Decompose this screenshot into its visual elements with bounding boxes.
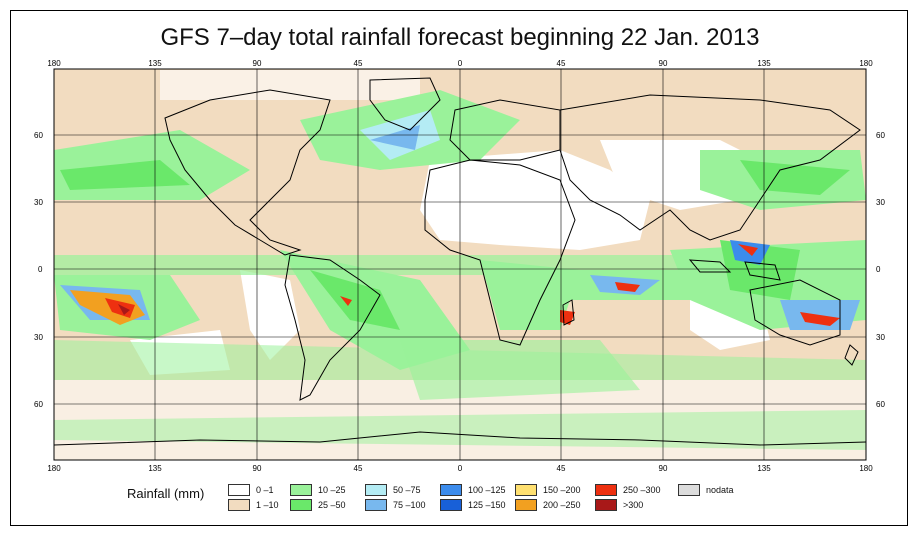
lat-tick: 30 <box>34 333 43 342</box>
legend-swatch <box>678 484 700 496</box>
lat-ticks-left: 60 30 0 30 60 <box>34 131 43 409</box>
legend-swatch <box>228 499 250 511</box>
lon-tick: 90 <box>253 59 262 68</box>
lon-tick: 135 <box>148 59 162 68</box>
lat-tick: 30 <box>34 198 43 207</box>
lon-tick: 135 <box>757 59 771 68</box>
lon-tick: 135 <box>757 464 771 473</box>
graticule <box>54 69 866 460</box>
legend-swatch <box>228 484 250 496</box>
lon-tick: 90 <box>659 464 668 473</box>
lon-tick: 90 <box>253 464 262 473</box>
legend-item-label: 10 –25 <box>318 485 346 495</box>
legend-swatch <box>595 484 617 496</box>
legend-item-label: >300 <box>623 500 644 510</box>
lat-tick: 30 <box>876 333 885 342</box>
legend-item-label: nodata <box>706 485 734 495</box>
figure-frame <box>10 10 908 526</box>
legend-item-label: 100 –125 <box>468 485 506 495</box>
lon-tick: 180 <box>47 59 61 68</box>
lat-tick: 60 <box>876 131 885 140</box>
lon-tick: 45 <box>354 464 363 473</box>
legend-item-label: 50 –75 <box>393 485 421 495</box>
lon-tick: 180 <box>859 464 873 473</box>
lon-tick: 180 <box>47 464 61 473</box>
legend-swatch <box>595 499 617 511</box>
lon-tick: 180 <box>859 59 873 68</box>
lon-tick: 45 <box>354 59 363 68</box>
legend-item-label: 75 –100 <box>393 500 426 510</box>
legend-swatch <box>290 499 312 511</box>
lat-tick: 0 <box>38 265 43 274</box>
legend-swatch <box>365 499 387 511</box>
legend-label: Rainfall (mm) <box>127 486 205 501</box>
lat-tick: 60 <box>34 131 43 140</box>
legend-item-label: 200 –250 <box>543 500 581 510</box>
coastlines <box>54 77 866 446</box>
legend-item-label: 1 –10 <box>256 500 279 510</box>
legend-swatch <box>290 484 312 496</box>
legend-item-label: 0 –1 <box>256 485 274 495</box>
map-border <box>53 68 867 461</box>
legend-item-label: 150 –200 <box>543 485 581 495</box>
legend-swatch <box>365 484 387 496</box>
lon-tick: 0 <box>458 464 463 473</box>
lat-ticks-right: 60 30 0 30 60 <box>876 131 885 409</box>
legend-swatch <box>515 484 537 496</box>
lat-tick: 0 <box>876 265 881 274</box>
lon-tick: 45 <box>557 464 566 473</box>
lon-tick: 45 <box>557 59 566 68</box>
lat-tick: 60 <box>876 400 885 409</box>
lat-tick: 60 <box>34 400 43 409</box>
legend-swatch <box>440 484 462 496</box>
lon-ticks-top: 180 135 90 45 0 45 90 135 180 <box>47 59 873 68</box>
legend-item-label: 125 –150 <box>468 500 506 510</box>
lon-ticks-bottom: 180 135 90 45 0 45 90 135 180 <box>47 464 873 473</box>
legend-item-label: 25 –50 <box>318 500 346 510</box>
legend-swatch <box>440 499 462 511</box>
lon-tick: 135 <box>148 464 162 473</box>
map-title: GFS 7–day total rainfall forecast beginn… <box>160 24 760 51</box>
legend-swatch <box>515 499 537 511</box>
legend-item-label: 250 –300 <box>623 485 661 495</box>
lat-tick: 30 <box>876 198 885 207</box>
lon-tick: 0 <box>458 59 463 68</box>
lon-tick: 90 <box>659 59 668 68</box>
